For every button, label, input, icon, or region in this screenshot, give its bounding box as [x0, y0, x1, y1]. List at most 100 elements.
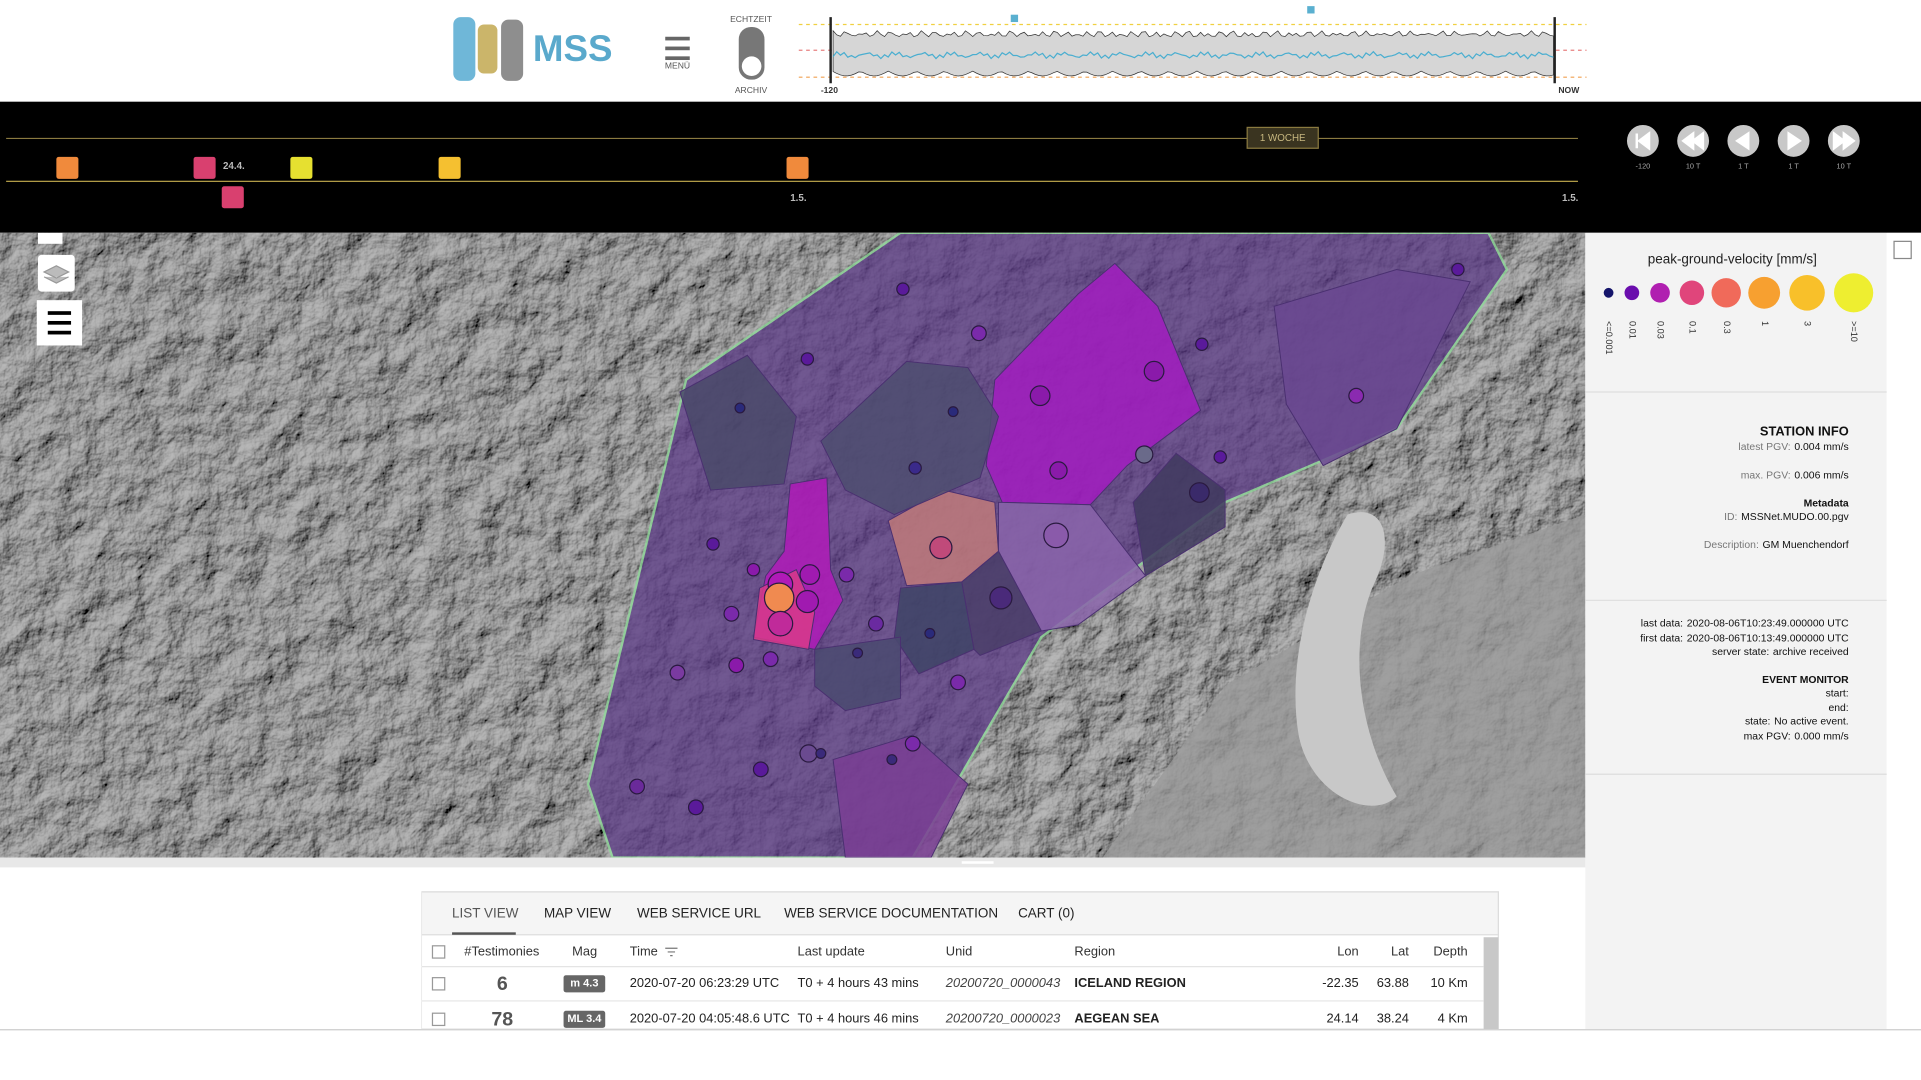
info-label: start:: [1826, 688, 1849, 699]
station[interactable]: [838, 566, 855, 583]
magnitude-badge: [563, 1010, 606, 1028]
station[interactable]: [800, 352, 815, 366]
station[interactable]: [799, 744, 818, 763]
info-label: first data:: [1640, 633, 1683, 644]
tab[interactable]: CART (0): [1018, 906, 1074, 921]
tab[interactable]: WEB SERVICE DOCUMENTATION: [784, 906, 998, 921]
splitter[interactable]: [0, 857, 1586, 868]
collapse-button[interactable]: [1893, 240, 1912, 260]
station[interactable]: [629, 778, 646, 795]
event-chip[interactable]: [290, 156, 313, 179]
tab[interactable]: MAP VIEW: [544, 906, 611, 921]
map[interactable]: [0, 232, 1586, 858]
station[interactable]: [795, 589, 819, 614]
station[interactable]: [687, 799, 704, 816]
station[interactable]: [929, 535, 953, 560]
event-chip[interactable]: [786, 156, 809, 179]
playback-button[interactable]: [1827, 124, 1860, 157]
cell[interactable]: AEGEAN SEA: [1074, 1011, 1159, 1026]
station[interactable]: [886, 754, 898, 766]
checkbox[interactable]: [431, 1012, 446, 1027]
tabs: LIST VIEW MAP VIEW WEB SERVICE URL WEB SERV…: [452, 906, 1074, 921]
station[interactable]: [1135, 445, 1154, 464]
station[interactable]: [752, 761, 769, 778]
info-line: EVENT MONITOR: [1762, 675, 1849, 686]
cell: 63.88: [1377, 975, 1409, 990]
playback-controls: -120 10 T 1 T 1 T 10 T: [1626, 124, 1860, 171]
cell[interactable]: ICELAND REGION: [1074, 975, 1185, 990]
checkbox[interactable]: [431, 945, 446, 959]
checkbox[interactable]: [431, 977, 446, 991]
station[interactable]: [767, 610, 794, 637]
legend-swatch: [1650, 283, 1670, 303]
station[interactable]: [1188, 482, 1210, 503]
event-chip[interactable]: [56, 156, 79, 179]
info-value: 2020-08-06T10:23:49.000000 UTC: [1687, 618, 1849, 629]
station[interactable]: [762, 651, 779, 668]
tab[interactable]: LIST VIEW: [452, 906, 519, 921]
column-header[interactable]: Lon: [1337, 943, 1358, 958]
event-chip[interactable]: [438, 156, 461, 179]
column-header[interactable]: Region: [1074, 943, 1115, 958]
station[interactable]: [1043, 522, 1069, 549]
station[interactable]: [924, 627, 936, 639]
date-label: 24.4.: [223, 161, 245, 172]
station[interactable]: [896, 282, 910, 296]
station[interactable]: [723, 605, 740, 622]
info-line: STATION INFO: [1760, 424, 1849, 439]
voronoi-cell: [814, 636, 901, 712]
window-handle[interactable]: 1 WOCHE: [1246, 126, 1319, 149]
column-header[interactable]: Lat: [1391, 943, 1409, 958]
station[interactable]: [1451, 262, 1465, 277]
tab[interactable]: WEB SERVICE URL: [637, 906, 762, 921]
zoom-button[interactable]: [37, 232, 63, 244]
station[interactable]: [815, 747, 827, 759]
station[interactable]: [746, 562, 761, 577]
event-chip[interactable]: [193, 156, 216, 179]
playback-button[interactable]: [1777, 124, 1810, 157]
station[interactable]: [970, 325, 987, 342]
station[interactable]: [904, 735, 921, 752]
menu-button[interactable]: MENÜ: [665, 36, 690, 71]
column-header[interactable]: Mag: [572, 943, 597, 958]
station[interactable]: [763, 582, 795, 614]
column-header[interactable]: #Testimonies: [464, 943, 539, 958]
station[interactable]: [799, 564, 821, 586]
station[interactable]: [1213, 450, 1227, 464]
info-value: GM Muenchendorf: [1763, 540, 1849, 551]
menu-label: MENÜ: [665, 60, 690, 70]
station[interactable]: [1049, 461, 1068, 480]
station[interactable]: [1143, 360, 1165, 382]
playback-button[interactable]: [1727, 124, 1760, 157]
station[interactable]: [669, 664, 686, 681]
station[interactable]: [1348, 387, 1365, 404]
legend-swatch: [1711, 278, 1741, 308]
realtime-label: ECHTZEIT: [730, 14, 773, 24]
playback-button[interactable]: [1626, 124, 1659, 157]
column-header[interactable]: Unid: [946, 943, 972, 958]
event-chip[interactable]: [221, 186, 244, 209]
column-header[interactable]: Time: [630, 943, 658, 958]
footer: [0, 1029, 1921, 1080]
station[interactable]: [868, 615, 884, 632]
station[interactable]: [852, 647, 864, 659]
mode-toggle[interactable]: [738, 26, 765, 80]
station[interactable]: [908, 461, 922, 475]
station[interactable]: [1195, 337, 1209, 352]
station[interactable]: [1029, 385, 1051, 407]
station[interactable]: [728, 657, 745, 674]
info-label: EVENT MONITOR: [1762, 675, 1849, 686]
station[interactable]: [734, 402, 746, 414]
column-header[interactable]: Last update: [798, 943, 865, 958]
station[interactable]: [950, 674, 967, 691]
active-tab-underline: [452, 932, 516, 935]
date-label: 1.5.: [790, 193, 807, 204]
station[interactable]: [706, 537, 720, 551]
station[interactable]: [947, 406, 959, 418]
station[interactable]: [989, 586, 1013, 610]
logo[interactable]: MSS: [453, 17, 613, 81]
column-header[interactable]: Depth: [1433, 943, 1467, 958]
playback-button[interactable]: [1677, 124, 1710, 157]
menu-line: [665, 56, 690, 61]
scrollbar[interactable]: [1483, 937, 1499, 1030]
